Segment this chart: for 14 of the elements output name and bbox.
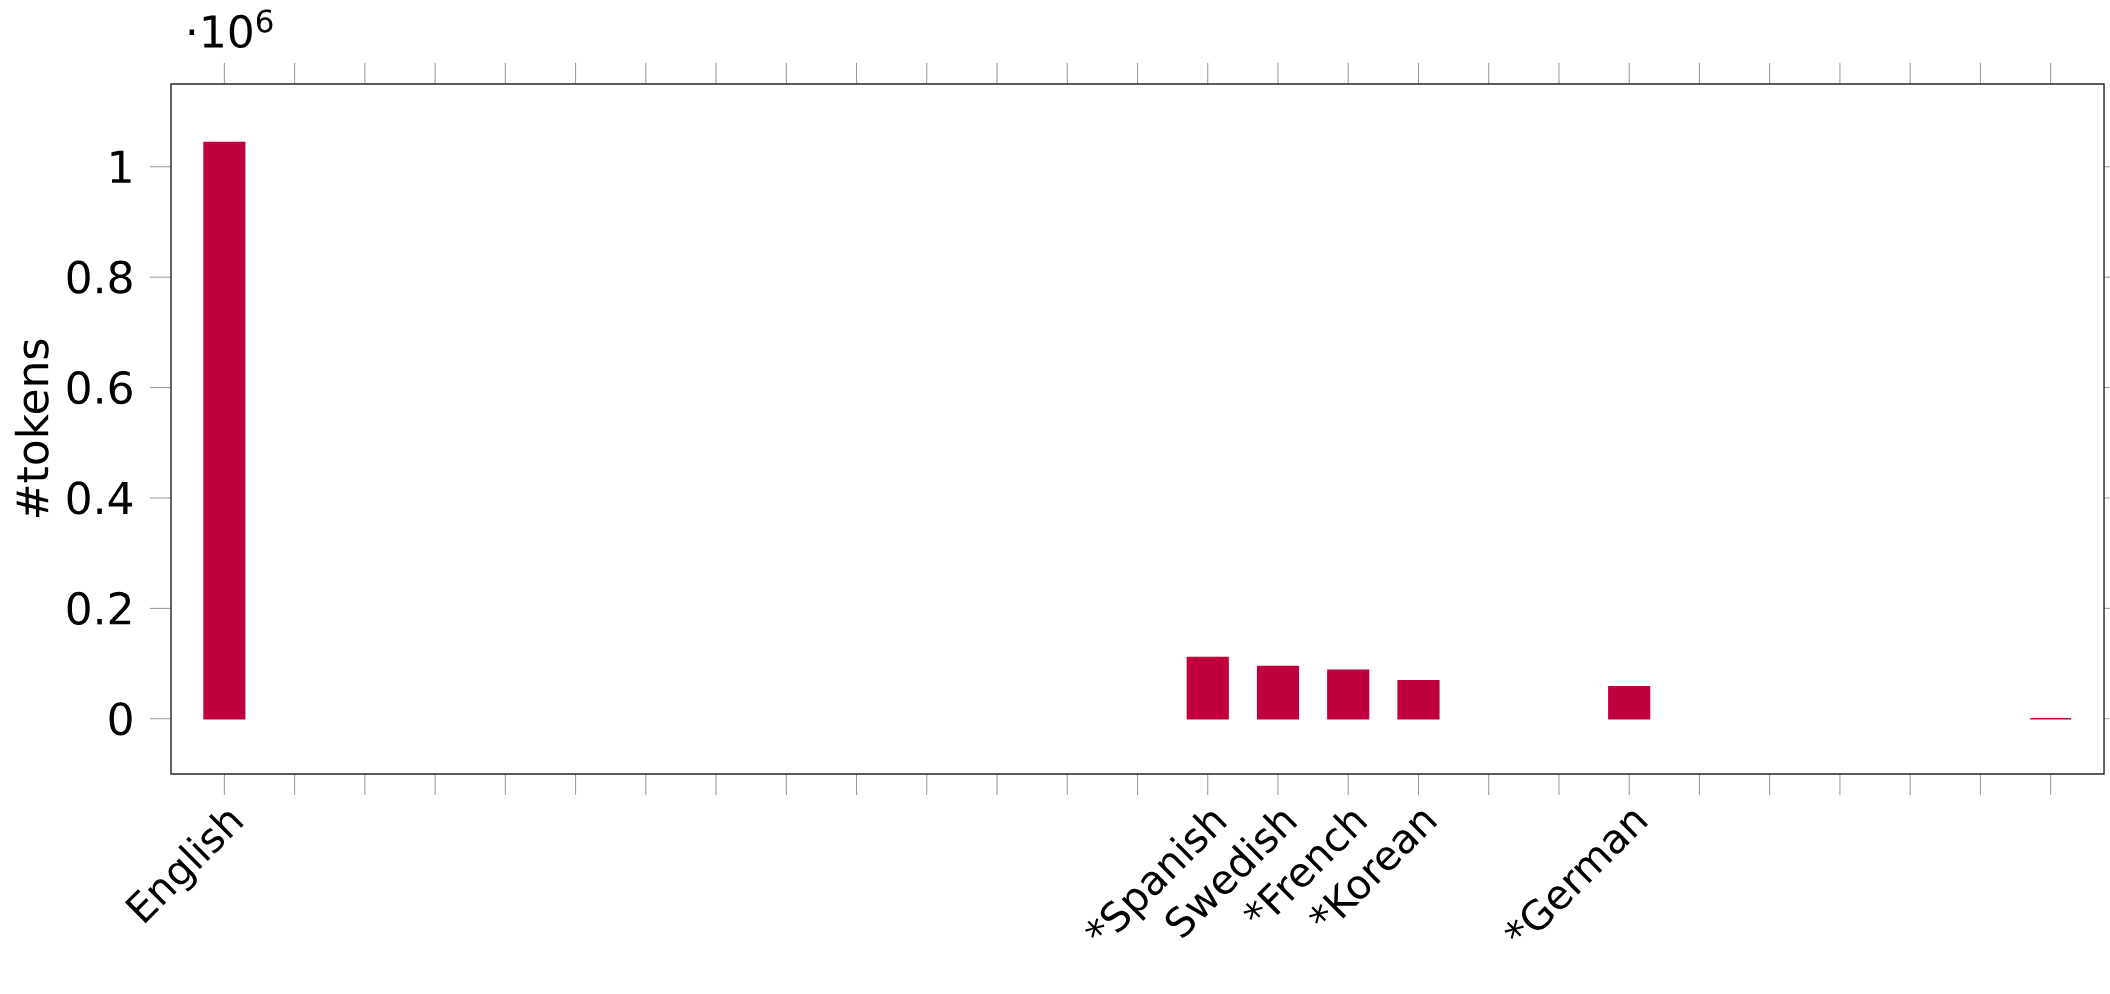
bar <box>1327 669 1370 720</box>
text: ·10$^{6}$ <box>189 9 273 49</box>
y-tick-label: 0.8 <box>67 260 132 294</box>
y-tick-label: 1 <box>111 150 131 183</box>
y-axis-title: #tokens <box>14 339 49 517</box>
bar <box>1256 665 1300 720</box>
bar <box>203 141 246 720</box>
bar <box>1397 679 1440 720</box>
y-tick-label: 0.4 <box>67 481 133 515</box>
bar <box>1608 686 1651 720</box>
y-tick-label: 0.6 <box>67 370 132 405</box>
y-tick-label: 0 <box>109 702 132 736</box>
bar <box>1186 656 1229 720</box>
y-tick-label: 0.2 <box>67 591 131 625</box>
